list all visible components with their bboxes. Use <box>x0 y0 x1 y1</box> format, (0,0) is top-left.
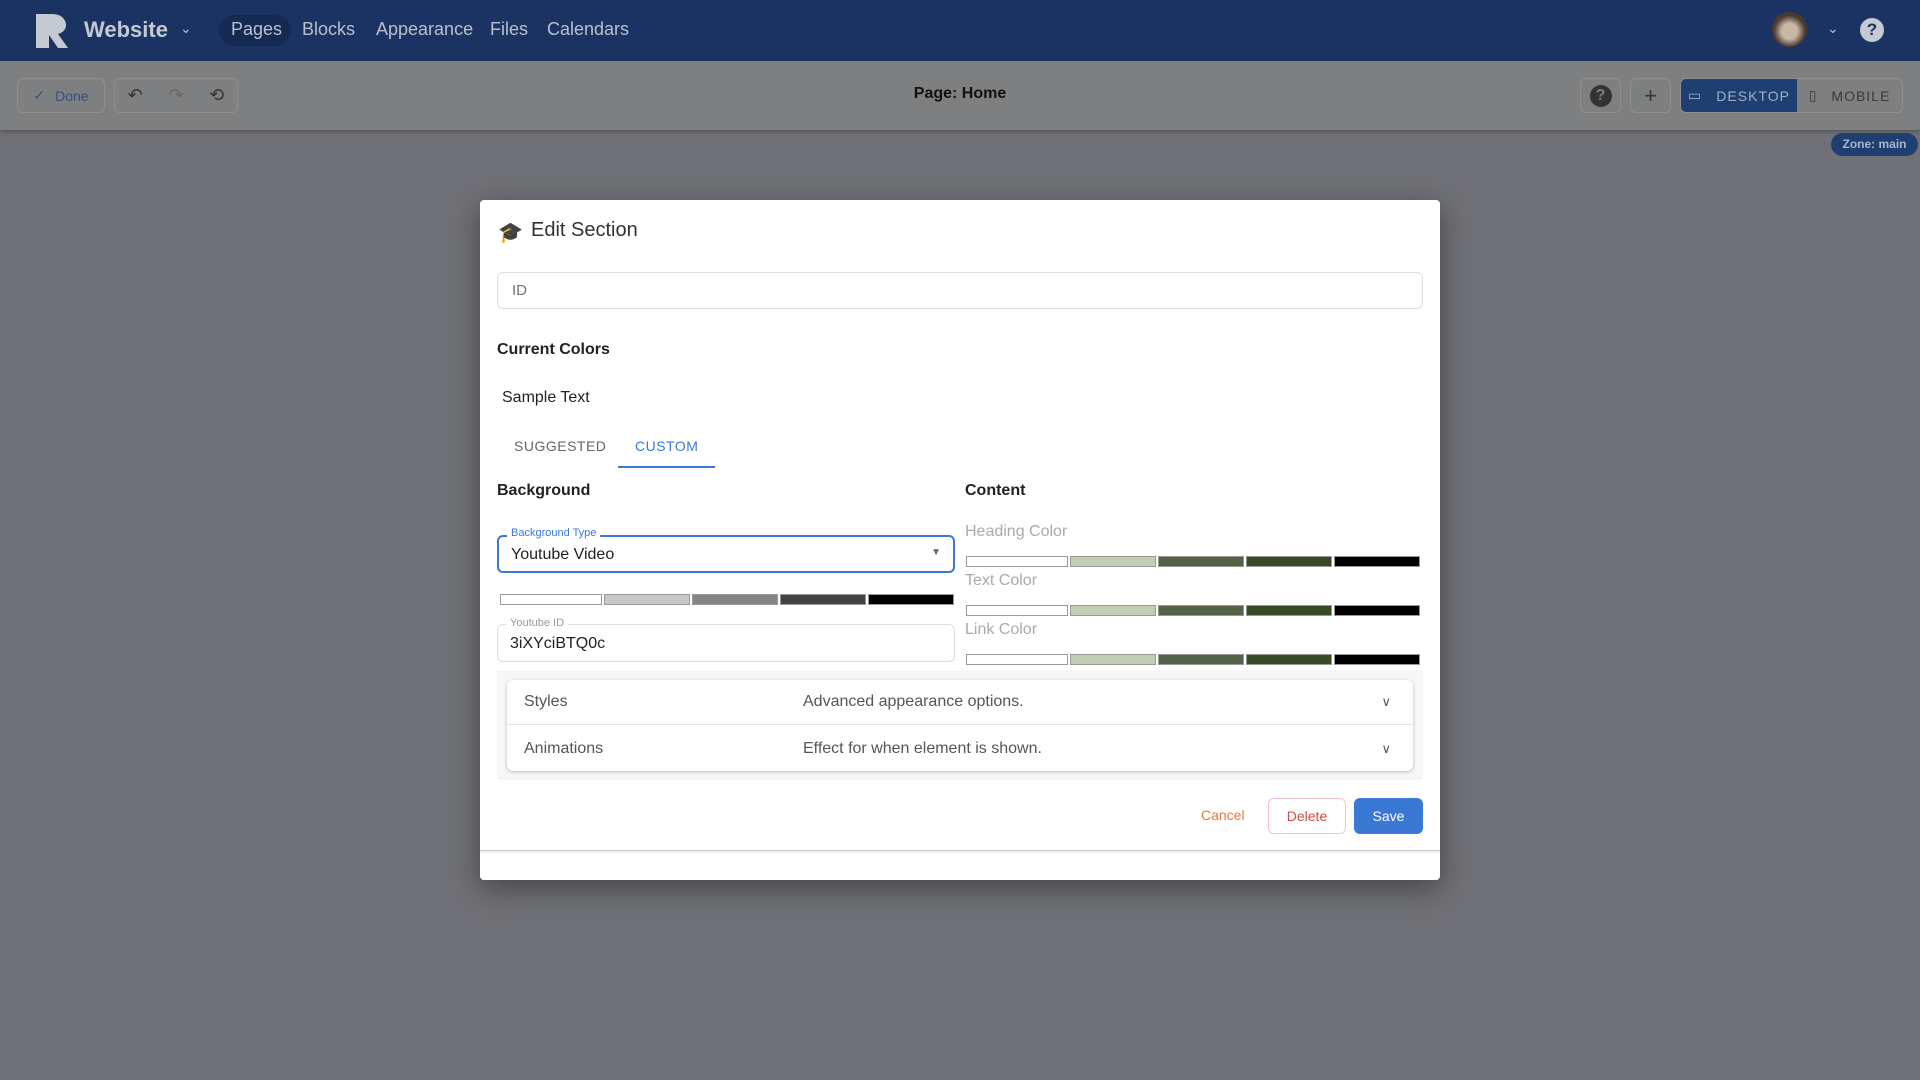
desktop-button[interactable]: ▭ DESKTOP <box>1681 79 1797 112</box>
device-toggle: ▭ DESKTOP ▯ MOBILE <box>1680 78 1903 113</box>
top-nav: Website ⌄ Pages Blocks Appearance Files … <box>0 0 1920 61</box>
add-button[interactable]: + <box>1630 78 1671 113</box>
background-type-select[interactable]: Background Type Youtube Video ▼ <box>497 527 955 573</box>
zone-badge: Zone: main <box>1831 133 1918 156</box>
save-button[interactable]: Save <box>1354 798 1423 834</box>
nav-calendars[interactable]: Calendars <box>547 19 630 39</box>
color-swatch[interactable] <box>868 594 954 605</box>
site-chevron-down-icon[interactable]: ⌄ <box>180 20 192 36</box>
color-swatch[interactable] <box>1070 654 1156 665</box>
nav-blocks[interactable]: Blocks <box>302 19 356 39</box>
plus-icon: + <box>1644 82 1657 108</box>
color-swatch[interactable] <box>604 594 690 605</box>
animations-panel-desc: Effect for when element is shown. <box>803 739 1042 757</box>
tab-custom[interactable]: CUSTOM <box>635 438 699 454</box>
youtube-id-input[interactable]: Youtube ID 3iXYciBTQ0c <box>497 617 955 662</box>
content-heading: Content <box>965 482 1026 499</box>
color-swatch[interactable] <box>1070 556 1156 567</box>
color-swatch[interactable] <box>1246 605 1332 616</box>
laptop-icon: ▭ <box>1688 87 1703 103</box>
edit-section-dialog: 🎓 Edit Section Current Colors Sample Tex… <box>480 200 1440 880</box>
chevron-down-icon: ∨ <box>1381 694 1391 709</box>
help-button[interactable]: ? <box>1580 78 1621 113</box>
color-swatch[interactable] <box>1158 654 1244 665</box>
animations-panel-title: Animations <box>524 739 604 757</box>
history-icon[interactable]: ⟲ <box>209 85 225 105</box>
panels-wrapper: Styles Advanced appearance options. ∨ An… <box>497 670 1423 780</box>
expansion-panels: Styles Advanced appearance options. ∨ An… <box>507 680 1413 771</box>
youtube-id-value: 3iXYciBTQ0c <box>510 635 606 652</box>
sample-text: Sample Text <box>502 389 590 406</box>
color-swatch[interactable] <box>500 594 602 605</box>
phone-icon: ▯ <box>1808 87 1818 103</box>
youtube-id-label: Youtube ID <box>506 617 569 629</box>
color-swatch[interactable] <box>1334 654 1420 665</box>
current-colors-heading: Current Colors <box>497 341 610 358</box>
dialog-title: Edit Section <box>531 219 638 241</box>
site-name[interactable]: Website <box>84 17 168 42</box>
color-swatch[interactable] <box>966 654 1068 665</box>
cancel-button[interactable]: Cancel <box>1201 807 1245 823</box>
id-input[interactable] <box>497 272 1423 309</box>
redo-icon[interactable]: ↷ <box>168 85 184 105</box>
help-circle-icon: ? <box>1589 84 1612 107</box>
check-icon: ✓ <box>33 87 46 103</box>
nav-appearance[interactable]: Appearance <box>376 19 474 39</box>
undo-icon[interactable]: ↶ <box>127 85 143 105</box>
color-swatch[interactable] <box>1246 654 1332 665</box>
dialog-divider <box>480 850 1440 851</box>
graduation-cap-icon: 🎓 <box>498 222 523 244</box>
nav-pages[interactable]: Pages <box>231 19 283 39</box>
avatar[interactable] <box>1772 12 1807 47</box>
styles-panel-title: Styles <box>524 693 568 710</box>
nav-files[interactable]: Files <box>490 19 529 39</box>
background-type-value: Youtube Video <box>511 546 615 563</box>
dropdown-arrow-icon: ▼ <box>931 547 941 558</box>
styles-panel[interactable]: Styles Advanced appearance options. ∨ <box>507 680 1413 725</box>
styles-panel-desc: Advanced appearance options. <box>803 693 1024 710</box>
nav-active-pill <box>219 15 291 46</box>
animations-panel[interactable]: Animations Effect for when element is sh… <box>507 726 1413 771</box>
link-color-label: Link Color <box>965 621 1038 638</box>
heading-color-label: Heading Color <box>965 523 1068 540</box>
background-type-label: Background Type <box>507 527 601 539</box>
history-group: ↶ ↷ ⟲ <box>114 78 238 113</box>
color-swatch[interactable] <box>1158 605 1244 616</box>
color-swatch[interactable] <box>966 556 1068 567</box>
color-swatch[interactable] <box>966 605 1068 616</box>
color-swatch[interactable] <box>1334 556 1420 567</box>
text-color-label: Text Color <box>965 572 1038 589</box>
background-heading: Background <box>497 482 591 499</box>
color-swatch[interactable] <box>692 594 778 605</box>
color-swatch[interactable] <box>1070 605 1156 616</box>
tab-suggested[interactable]: SUGGESTED <box>514 438 607 454</box>
color-swatch[interactable] <box>1158 556 1244 567</box>
mobile-button[interactable]: ▯ MOBILE <box>1808 87 1891 104</box>
page-title: Page: Home <box>913 85 1007 102</box>
done-button[interactable]: ✓ Done <box>17 78 105 113</box>
delete-button[interactable]: Delete <box>1268 798 1346 834</box>
account-chevron-down-icon[interactable]: ⌄ <box>1827 20 1839 36</box>
color-swatch[interactable] <box>1246 556 1332 567</box>
color-swatch[interactable] <box>780 594 866 605</box>
logo-icon[interactable] <box>34 12 70 50</box>
editor-toolbar: ✓ Done ↶ ↷ ⟲ Page: Home ? + ▭ DESKTOP ▯ MOBIL… <box>0 61 1920 130</box>
chevron-down-icon: ∨ <box>1381 740 1391 756</box>
tab-indicator <box>618 466 715 468</box>
color-swatch[interactable] <box>1334 605 1420 616</box>
help-icon[interactable]: ? <box>1860 18 1884 42</box>
